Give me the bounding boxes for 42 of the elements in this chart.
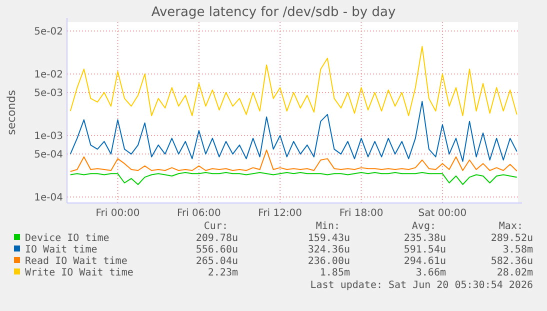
text: Last update: Sat Jun 20 05:30:54 2026: [310, 280, 533, 291]
x-tick-label: Fri 18:00: [339, 208, 384, 219]
text: 294.61u: [404, 256, 446, 267]
text: Avg:: [412, 221, 436, 232]
y-tick-label: 1e-02: [34, 69, 63, 80]
text: 591.54u: [404, 244, 446, 256]
text: 28.02m: [496, 268, 533, 278]
y-axis-title: seconds: [5, 90, 18, 135]
line-series: [70, 46, 518, 116]
text: 1.85m: [320, 268, 350, 278]
text: Min:: [316, 221, 340, 232]
line-series: [70, 150, 518, 172]
x-tick-label: Fri 00:00: [96, 208, 140, 219]
text: 159.43u: [308, 233, 350, 244]
text: 3.58m: [502, 244, 533, 256]
line-series: [70, 100, 518, 162]
text: 324.36u: [308, 244, 350, 256]
text: Max:: [498, 221, 523, 232]
text: 265.04u: [196, 256, 238, 267]
chart-title: Average latency for /dev/sdb - by day: [151, 5, 396, 20]
y-tick-label: 5e-02: [34, 26, 63, 38]
text: 235.38u: [404, 233, 446, 244]
text: 582.36u: [490, 256, 533, 267]
text: 2.23m: [208, 268, 238, 278]
text: 556.60u: [196, 244, 238, 256]
line-series: [70, 172, 518, 185]
text: 209.78u: [196, 233, 238, 244]
x-tick-label: Fri 12:00: [258, 208, 302, 219]
legend-label: Write IO Wait time: [25, 268, 134, 278]
y-tick-label: 1e-04: [34, 192, 63, 204]
text: 3.66m: [416, 268, 446, 278]
legend-label: Read IO Wait time: [25, 256, 128, 267]
x-tick-label: Fri 06:00: [176, 208, 221, 219]
y-tick-label: 5e-04: [34, 150, 63, 161]
y-tick-label: 1e-03: [34, 131, 63, 142]
legend-label: Device IO time: [25, 233, 110, 244]
y-tick-label: 5e-03: [34, 88, 63, 100]
text: Cur:: [204, 221, 228, 232]
text: 289.52u: [490, 233, 533, 244]
text: 236.00u: [308, 256, 350, 267]
legend-label: IO Wait time: [25, 244, 98, 256]
x-tick-label: Sat 00:00: [418, 208, 467, 219]
